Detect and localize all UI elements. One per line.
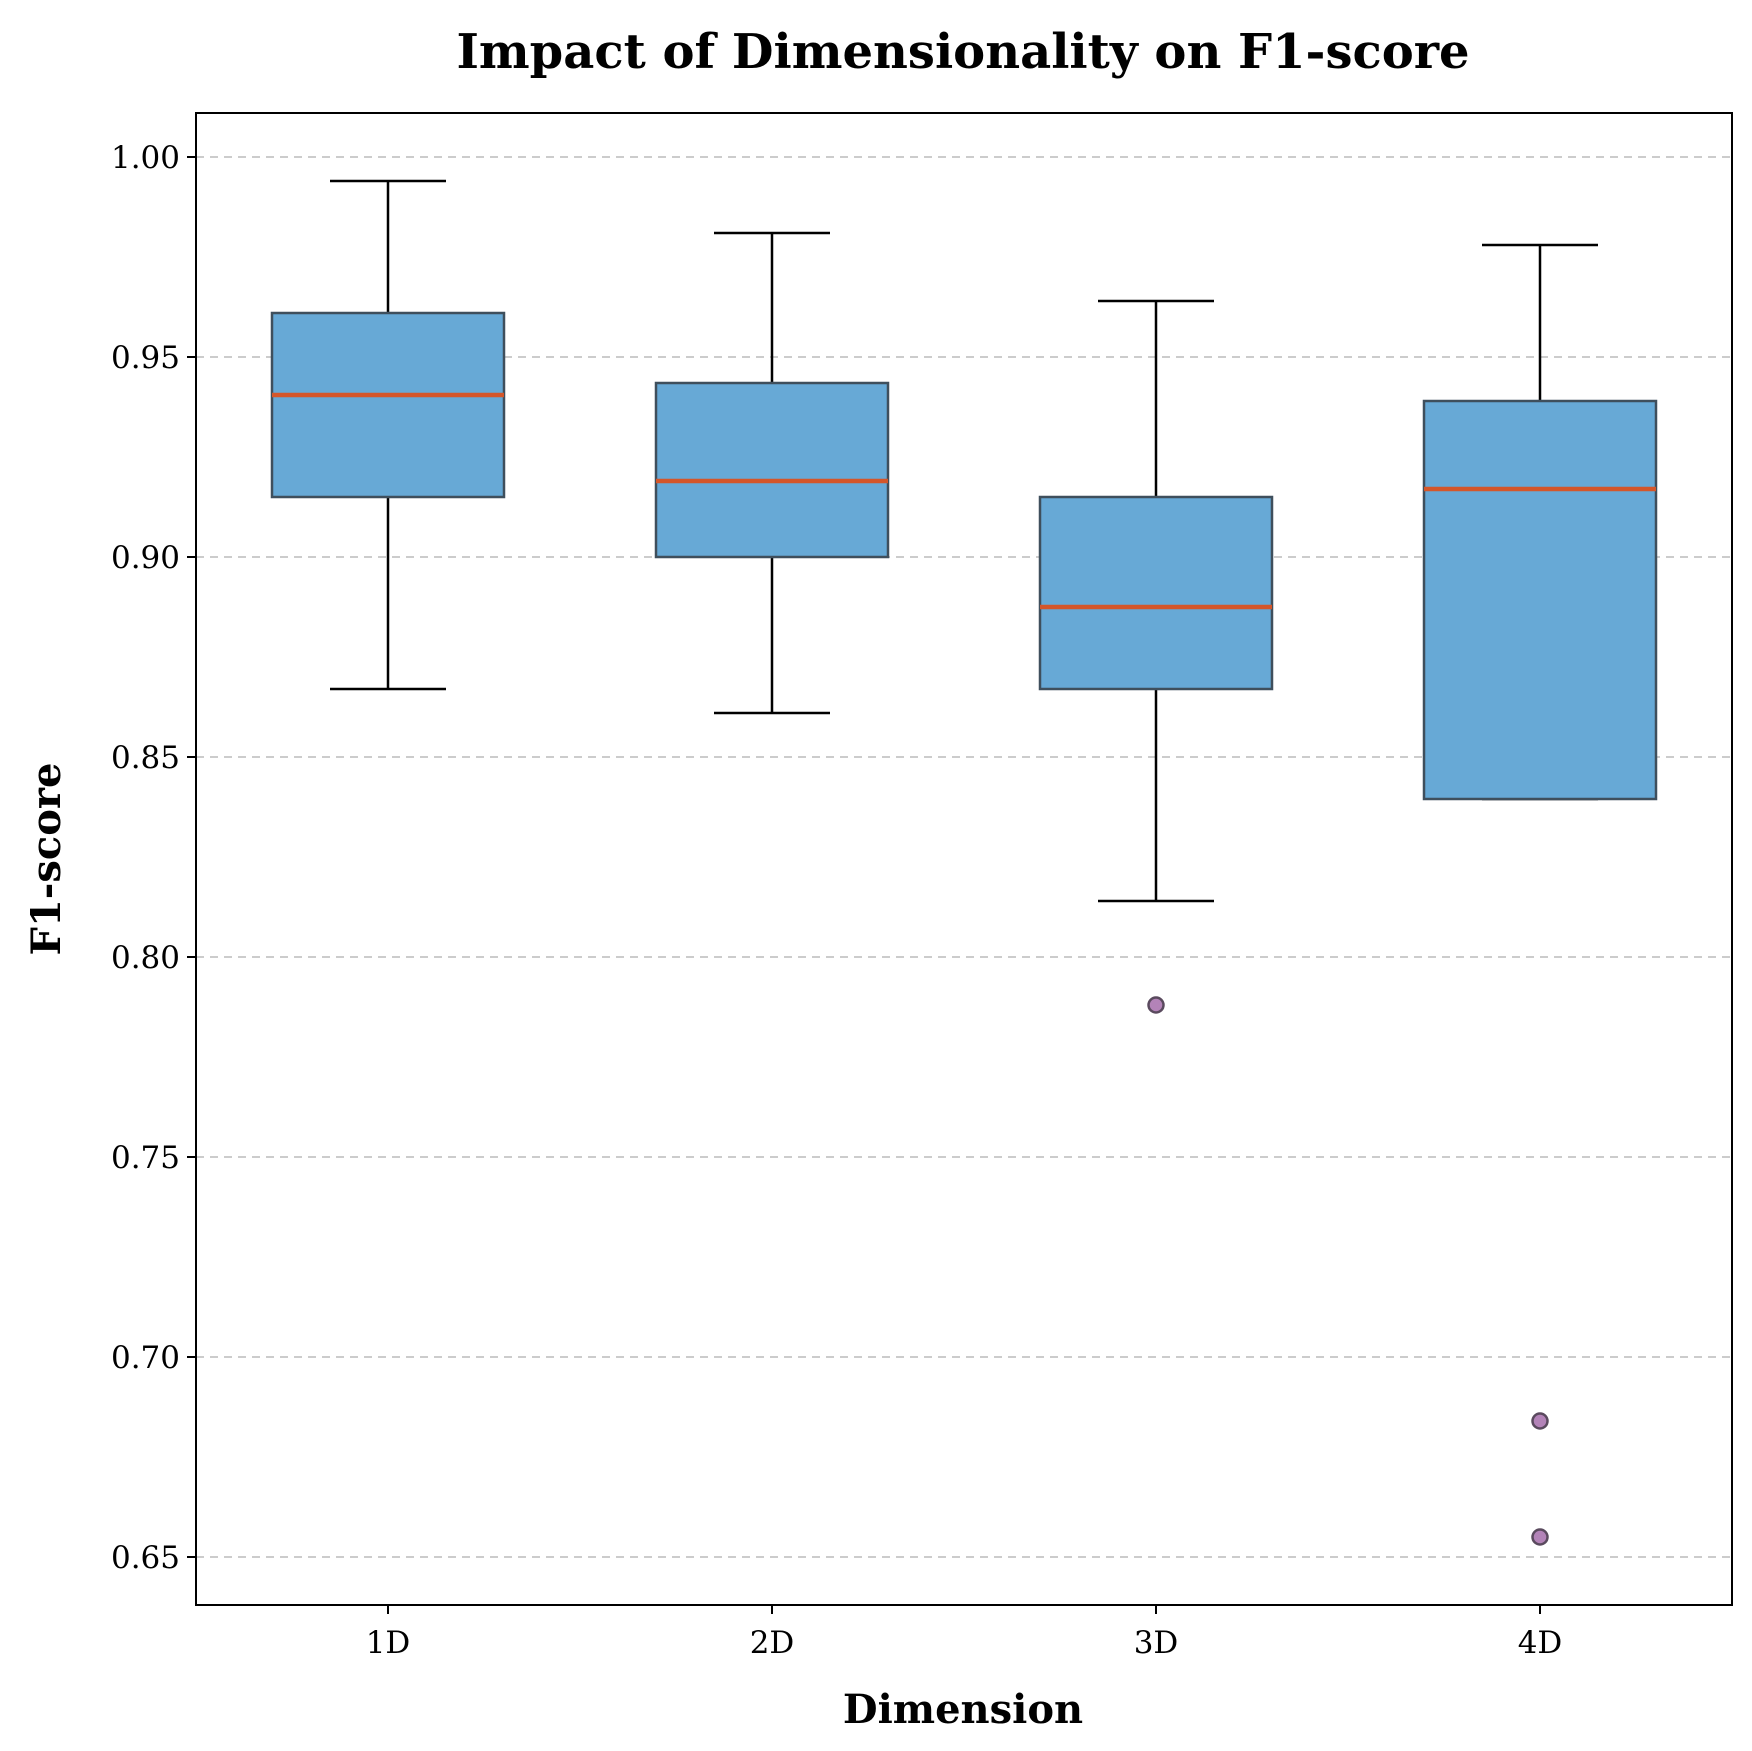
- box-plot-4d: [1422, 243, 1658, 1546]
- x-tick-label: 2D: [750, 1625, 795, 1661]
- y-tick-label: 0.85: [111, 740, 180, 776]
- iqr-box: [270, 311, 506, 499]
- outlier-point: [1531, 1528, 1549, 1546]
- outlier-point: [1531, 1412, 1549, 1430]
- x-axis-label: Dimension: [843, 1686, 1083, 1733]
- plot-frame: [195, 112, 1733, 1606]
- y-tick-label: 1.00: [111, 140, 180, 176]
- box-plot-2d: [654, 231, 890, 715]
- iqr-box: [1038, 495, 1274, 691]
- y-tick-label: 0.95: [111, 340, 180, 376]
- y-tick-label: 0.90: [111, 540, 180, 576]
- x-axis-ticks: 1D 2D 3D 4D: [366, 1605, 1563, 1661]
- y-tick-label: 0.65: [111, 1540, 180, 1576]
- y-tick-label: 0.80: [111, 940, 180, 976]
- y-axis-ticks: 0.65 0.70 0.75 0.80 0.85 0.90 0.95 1.00: [111, 140, 196, 1576]
- chart-title: Impact of Dimensionality on F1-score: [456, 24, 1469, 80]
- iqr-box: [654, 381, 890, 559]
- x-tick-label: 1D: [366, 1625, 411, 1661]
- outlier-point: [1147, 996, 1165, 1014]
- x-tick-label: 3D: [1134, 1625, 1179, 1661]
- box-plots: [270, 179, 1658, 1546]
- y-tick-label: 0.70: [111, 1340, 180, 1376]
- x-tick-label: 4D: [1518, 1625, 1563, 1661]
- box-plot-1d: [270, 179, 506, 691]
- iqr-box: [1422, 399, 1658, 801]
- y-axis-label: F1-score: [23, 763, 70, 956]
- y-tick-label: 0.75: [111, 1140, 180, 1176]
- box-plot-3d: [1038, 299, 1274, 1014]
